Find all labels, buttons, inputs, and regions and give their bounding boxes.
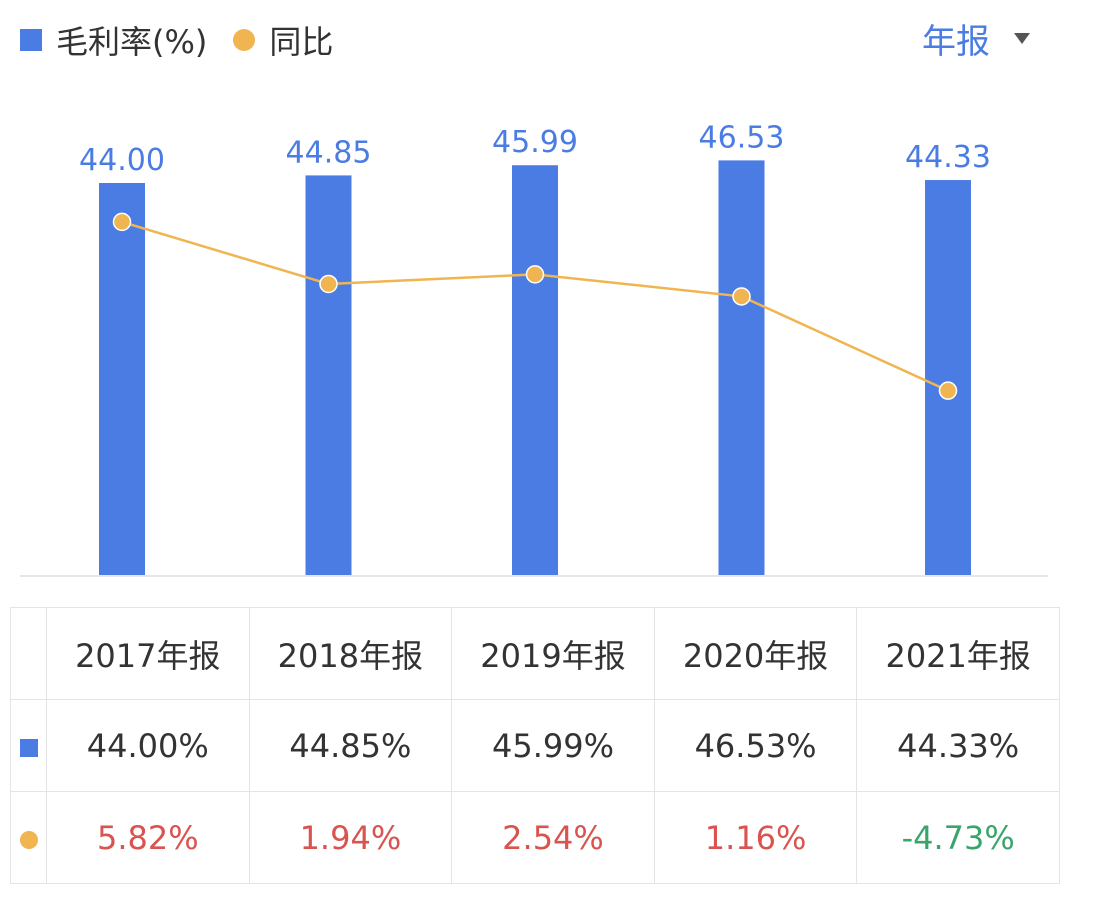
yoy-point (732, 287, 751, 306)
yoy-point (319, 274, 338, 294)
row-marker-cell (10, 699, 47, 792)
bar-data-label: 46.53 (699, 120, 785, 155)
yoy-point (525, 265, 545, 284)
square-icon (20, 29, 42, 51)
table-header-cell: 2019年报 (451, 607, 655, 700)
bar-data-label: 44.33 (905, 140, 991, 175)
bar (718, 160, 765, 576)
table-cell: 44.85% (248, 699, 453, 792)
chevron-down-icon (1014, 32, 1030, 44)
bar-data-label: 44.85 (286, 135, 372, 170)
bar (512, 165, 558, 576)
bar (99, 183, 145, 576)
table-cell: 5.82% (46, 791, 250, 884)
table-cell: 1.16% (653, 791, 858, 884)
table-row-yoy: 5.82% 1.94% 2.54% 1.16% -4.73% (10, 791, 1060, 884)
bar (305, 175, 352, 576)
legend-item-margin[interactable]: 毛利率(%) (20, 17, 207, 63)
table-cell: 45.99% (451, 699, 655, 792)
period-select[interactable]: 年报 (922, 16, 1030, 62)
period-select-label: 年报 (922, 21, 990, 62)
data-table: 2017年报 2018年报 2019年报 2020年报 2021年报 44.00… (10, 607, 1060, 884)
legend: 毛利率(%) 同比 (20, 18, 359, 62)
circle-icon (19, 830, 38, 849)
circle-icon (233, 29, 256, 51)
table-header-cell: 2018年报 (248, 607, 453, 700)
bar (925, 180, 971, 577)
bar-data-label: 44.00 (79, 143, 165, 178)
table-cell: 1.94% (248, 791, 453, 884)
table-header-cell: 2021年报 (856, 607, 1060, 700)
table-header-cell: 2020年报 (653, 607, 858, 700)
legend-item-yoy[interactable]: 同比 (233, 17, 333, 63)
table-header-row: 2017年报 2018年报 2019年报 2020年报 2021年报 (10, 607, 1060, 700)
table-cell: 2.54% (451, 791, 655, 884)
chart-canvas: 44.00 44.85 45.99 46.53 44.33 (20, 120, 1048, 577)
table-cell: 44.33% (856, 699, 1060, 792)
yoy-point (938, 381, 958, 400)
table-corner-cell (10, 607, 47, 700)
table-cell: 46.53% (653, 699, 858, 792)
bar-data-label: 45.99 (492, 125, 578, 160)
table-cell: -4.73% (856, 791, 1060, 884)
table-cell: 44.00% (46, 699, 250, 792)
table-header-cell: 2017年报 (46, 607, 250, 700)
legend-label-yoy: 同比 (269, 23, 334, 61)
yoy-point (112, 212, 132, 232)
row-marker-cell (10, 791, 47, 884)
legend-label-margin: 毛利率(%) (56, 23, 208, 61)
square-icon (19, 738, 38, 757)
table-row-margin: 44.00% 44.85% 45.99% 46.53% 44.33% (10, 699, 1060, 792)
